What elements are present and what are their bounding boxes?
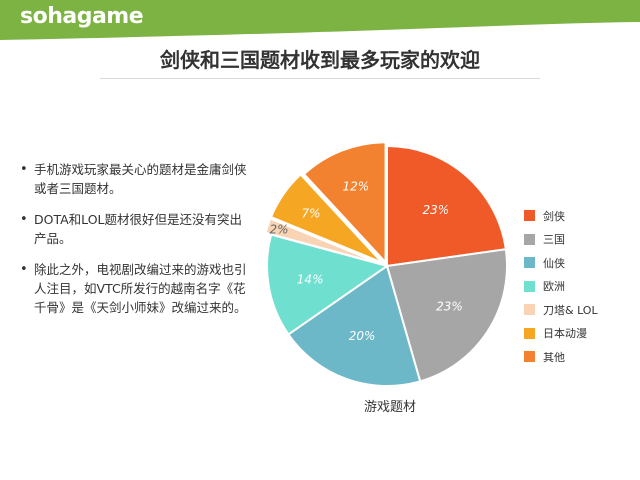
bullet-dot-icon: • — [20, 162, 28, 177]
legend-item: 剑侠 — [524, 204, 598, 228]
legend-label: 仙侠 — [543, 256, 565, 270]
legend-label: 刀塔& LOL — [543, 303, 598, 317]
legend-item: 日本动漫 — [524, 322, 598, 346]
chart-xlabel: 游戏题材 — [363, 400, 416, 415]
pie-slice-label: 14% — [297, 272, 324, 286]
legend-swatch — [524, 351, 535, 363]
pie-slice — [287, 264, 422, 387]
bullet-dot-icon: • — [20, 262, 28, 277]
legend-swatch — [524, 210, 535, 222]
bullet-list: • 手机游戏玩家最关心的题材是金庸剑侠或者三国题材。 • DOTA和LOL题材很… — [20, 160, 248, 329]
legend-swatch — [524, 233, 535, 245]
legend-swatch — [524, 327, 535, 339]
pie-slice-label: 7% — [302, 206, 321, 220]
chart-legend: 剑侠三国仙侠欧洲刀塔& LOL 日本动漫其他 — [524, 204, 598, 369]
header-banner — [0, 0, 640, 40]
legend-item: 刀塔& LOL — [524, 298, 598, 322]
pie-slice — [264, 217, 382, 266]
legend-item: 欧洲 — [524, 275, 598, 299]
legend-label: 剑侠 — [543, 209, 565, 223]
pie-slice — [266, 233, 390, 336]
legend-swatch — [524, 280, 535, 292]
pie-slice — [302, 141, 387, 265]
legend-item: 仙侠 — [524, 251, 598, 275]
pie-slice-label: 23% — [422, 203, 449, 217]
header-green-shape — [0, 0, 640, 40]
bullet-dot-icon: • — [20, 212, 28, 227]
title-divider — [100, 78, 540, 79]
pie-slice-label: 2% — [270, 222, 289, 236]
bullet-item: • 除此之外，电视剧改编过来的游戏也引人注目，如VTC所发行的越南名字《花千骨》… — [20, 260, 248, 317]
pie-slice — [269, 173, 383, 264]
legend-label: 三国 — [543, 233, 565, 247]
logo[interactable]: sohagame — [20, 4, 144, 29]
legend-label: 其他 — [543, 350, 565, 364]
legend-label: 日本动漫 — [543, 327, 587, 341]
legend-label: 欧洲 — [543, 280, 565, 294]
legend-item: 其他 — [524, 345, 598, 369]
pie-slice-label: 23% — [436, 299, 463, 313]
pie-slice — [385, 248, 508, 383]
legend-item: 三国 — [524, 228, 598, 252]
page-title: 剑侠和三国题材收到最多玩家的欢迎 — [160, 48, 480, 72]
pie-slice — [386, 144, 507, 268]
bullet-text: 手机游戏玩家最关心的题材是金庸剑侠或者三国题材。 — [34, 162, 247, 196]
legend-swatch — [524, 257, 535, 269]
pie-slice-label: 12% — [342, 179, 369, 193]
bullet-item: • DOTA和LOL题材很好但是还没有突出产品。 — [20, 210, 248, 248]
pie-slice-label: 20% — [349, 329, 376, 343]
bullet-text: 除此之外，电视剧改编过来的游戏也引人注目，如VTC所发行的越南名字《花千骨》是《… — [34, 262, 247, 315]
bullet-text: DOTA和LOL题材很好但是还没有突出产品。 — [34, 212, 243, 246]
header-bar: sohagame — [0, 0, 640, 40]
legend-swatch — [524, 304, 535, 316]
bullet-item: • 手机游戏玩家最关心的题材是金庸剑侠或者三国题材。 — [20, 160, 248, 198]
